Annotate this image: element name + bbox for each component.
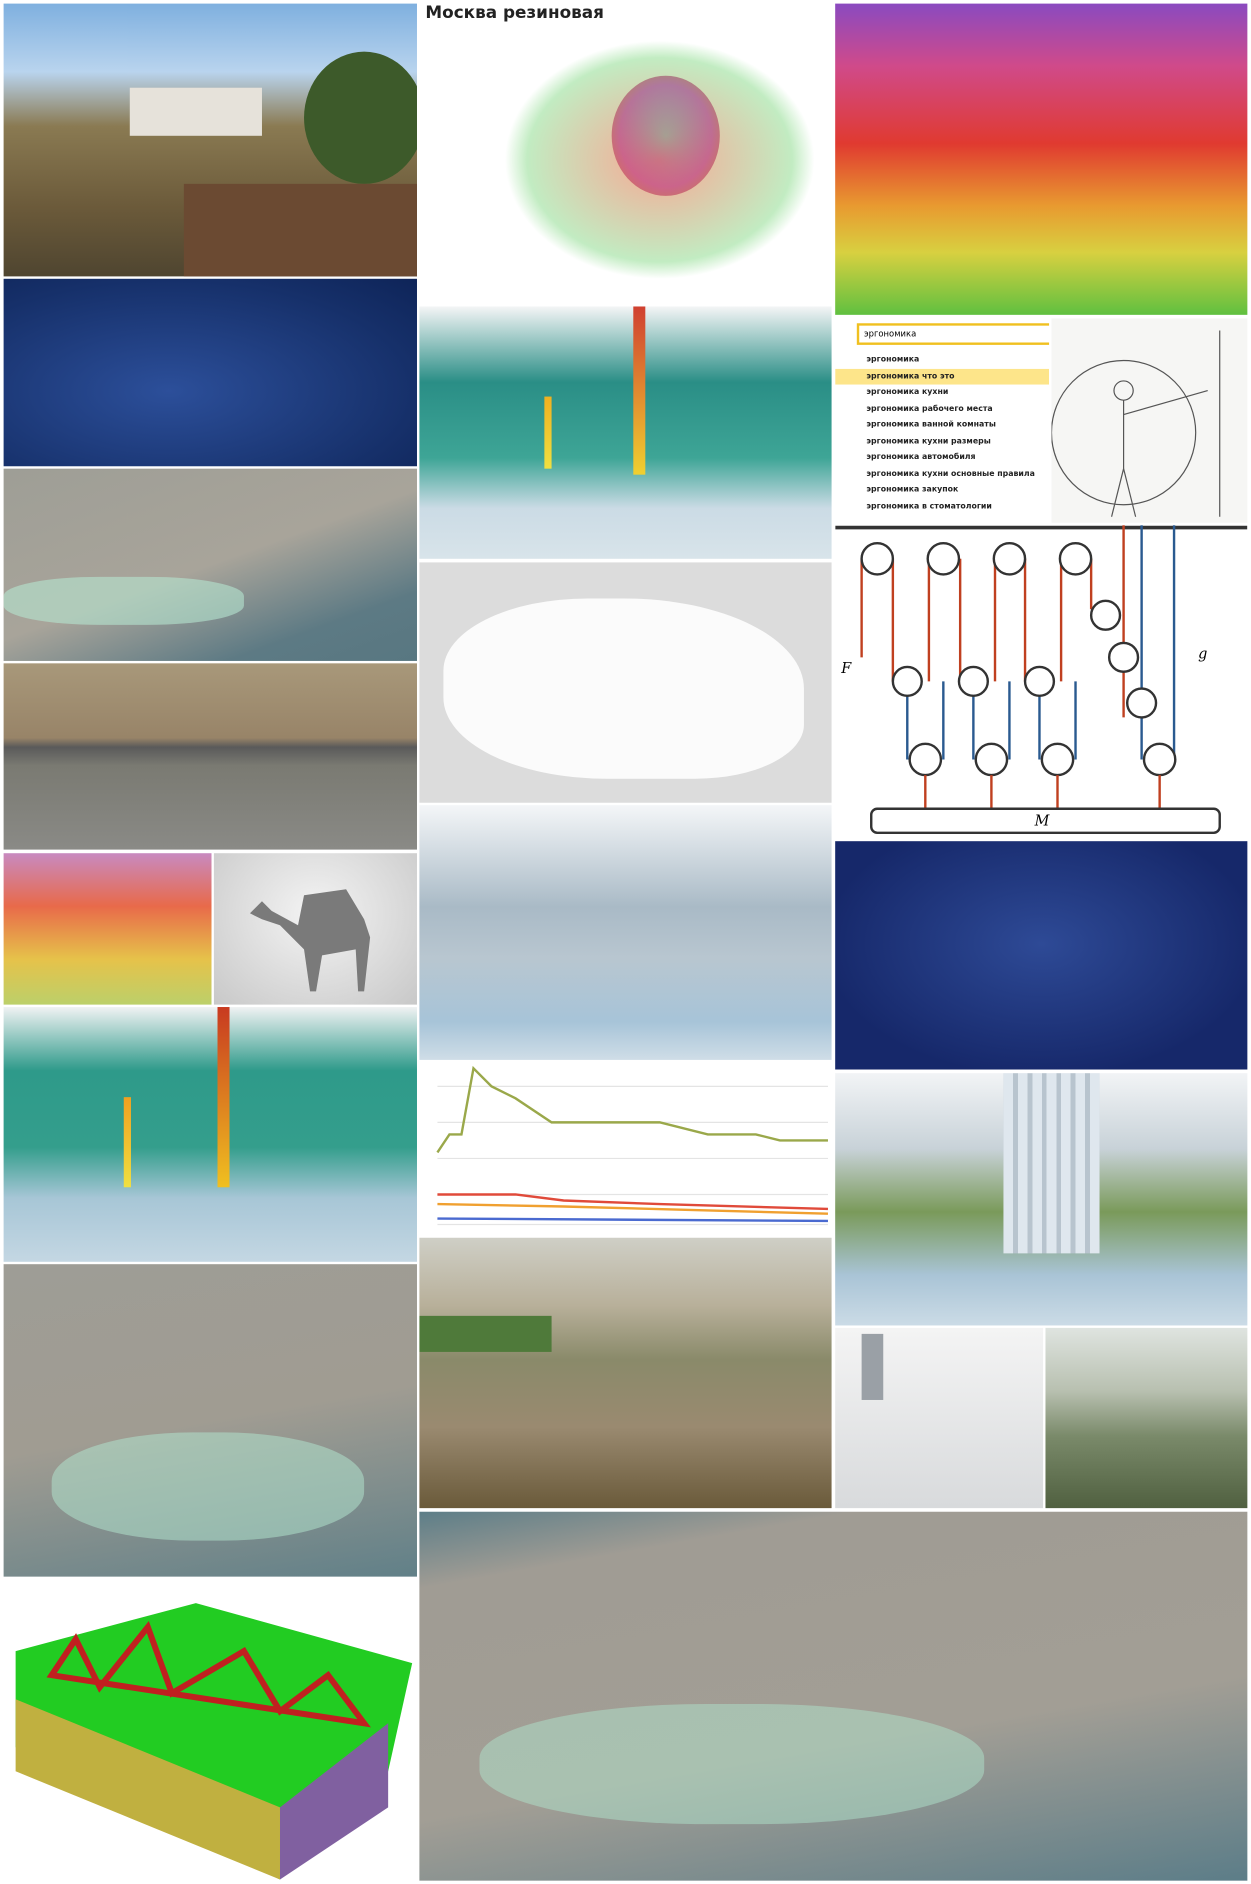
satellite: [3, 663, 417, 850]
map-cities: [51, 1432, 365, 1541]
houses: [129, 87, 262, 136]
night-earth: [3, 278, 417, 467]
moscow-map: Москва резиновая: [419, 3, 832, 303]
suggestion[interactable]: эргономика кухни основные правила: [866, 468, 1035, 478]
camel-model: [213, 853, 417, 1005]
camel-stereogram: [3, 853, 212, 1005]
suggestion[interactable]: эргономика что это: [835, 368, 1050, 385]
suggestion[interactable]: эргономика автомобиля: [866, 451, 976, 462]
line-chart: [419, 1062, 832, 1236]
field: [419, 1315, 552, 1352]
maze-statue: [835, 1327, 1044, 1509]
spike: [544, 396, 552, 469]
map-cities: [3, 576, 244, 625]
world-night-map: [835, 841, 1248, 1070]
stereogram: [835, 3, 1248, 315]
suggestion[interactable]: эргономика кухни: [866, 386, 949, 397]
moscow-suburbs: [503, 39, 816, 280]
fence: [183, 183, 417, 277]
map-eurasia: [419, 1511, 1248, 1881]
suggestion[interactable]: эргономика рабочего места: [866, 403, 993, 413]
chart-drawing: [436, 1065, 829, 1226]
city-photo: [419, 1237, 832, 1509]
pulley-system: [835, 525, 1248, 834]
photo-hillside: [3, 3, 417, 277]
map-gray: [3, 468, 417, 661]
russia-shape: [443, 598, 804, 779]
map-gray-large: [3, 1264, 417, 1577]
mass-label: M: [1034, 812, 1050, 830]
search-box[interactable]: эргономика: [856, 323, 1050, 345]
human-figure: [1051, 330, 1221, 517]
russia-outline-map: [419, 562, 832, 803]
trees: [304, 51, 417, 184]
suggestion-list: эргономика эргономика что это эргономика к…: [835, 352, 1050, 514]
terrain-3d-gray: [419, 805, 832, 1060]
suggestion[interactable]: эргономика ванной комнаты: [866, 419, 996, 430]
search-panel: эргономика эргономика эргономика что это э…: [835, 318, 1050, 523]
spike: [123, 1097, 131, 1188]
suggestion[interactable]: эргономика закупок: [866, 484, 959, 494]
map-cities: [479, 1704, 985, 1825]
terrain-3d-colorful: [3, 1579, 417, 1881]
pulley-diagram: F g M: [835, 525, 1248, 838]
spike: [633, 306, 646, 475]
gravity-label: g: [1198, 645, 1208, 663]
statue: [861, 1333, 884, 1400]
suggestion[interactable]: эргономика: [866, 354, 920, 365]
force-label: F: [841, 659, 852, 677]
terrain-block: [15, 1603, 413, 1880]
moscow-title: Москва резиновая: [425, 3, 604, 23]
terrain-3d-teal: [419, 306, 832, 559]
suggestion[interactable]: эргономика в стоматологии: [866, 500, 992, 511]
spike: [217, 1007, 230, 1188]
towers: [1003, 1073, 1100, 1254]
maze-landscape: [1045, 1327, 1248, 1509]
city-3d: [835, 1073, 1248, 1326]
suggestion[interactable]: эргономика кухни размеры: [866, 435, 991, 446]
camel-shape: [249, 889, 371, 992]
anthropometry-drawing: [1051, 318, 1248, 523]
terrain-3d-green: [3, 1007, 417, 1262]
